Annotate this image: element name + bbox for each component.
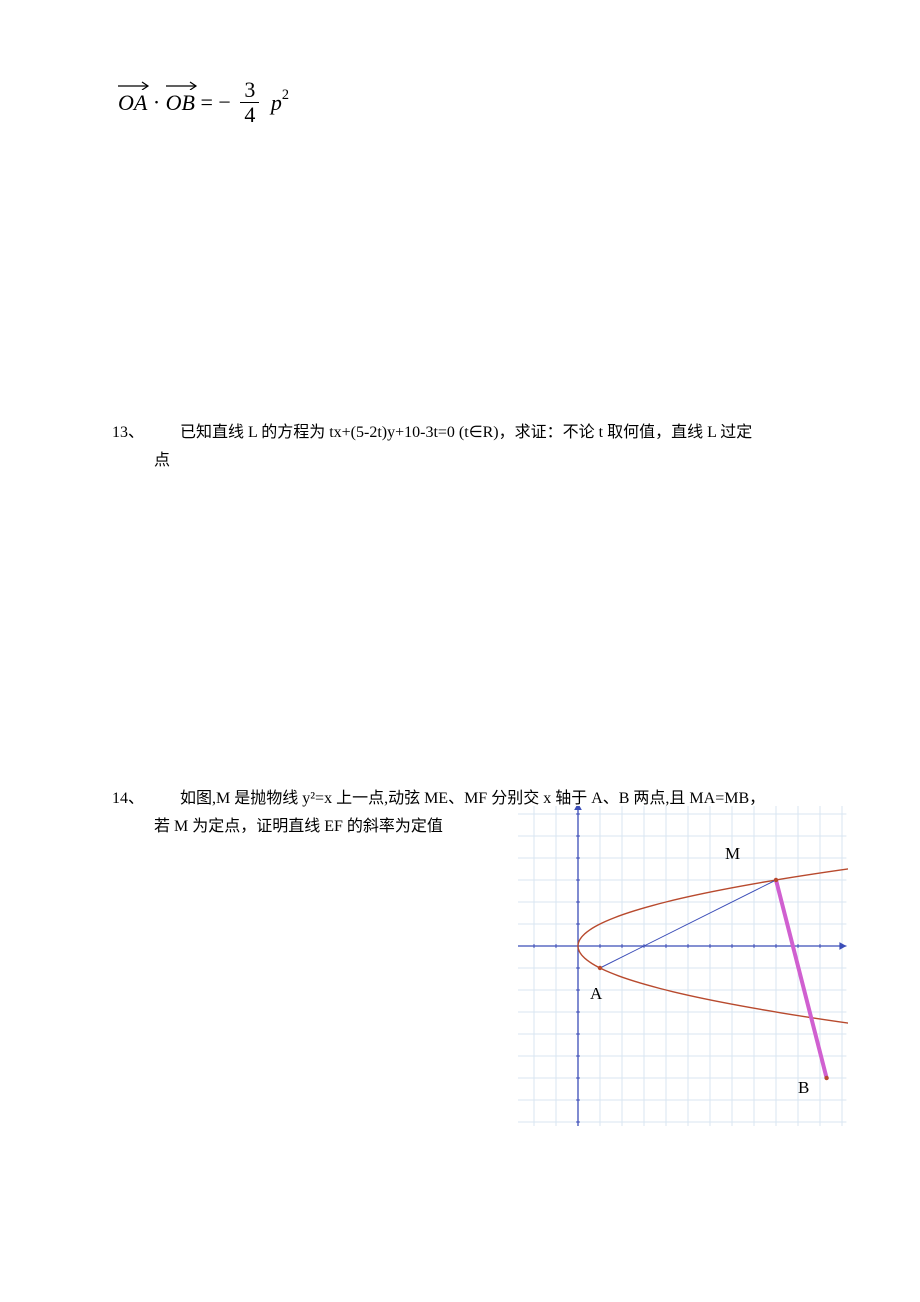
vector-arrow-icon [166, 78, 200, 90]
variable-p: p [271, 90, 282, 115]
exponent: 2 [282, 87, 289, 103]
vector-ob: OB [166, 90, 195, 116]
vector-oa-text: OA [118, 90, 147, 115]
label-a: A [590, 984, 602, 1004]
problem-number: 13、 [112, 424, 144, 441]
vector-ob-text: OB [166, 90, 195, 115]
parabola-diagram: M A B [518, 806, 848, 1126]
vector-equation: OA · OB = − 3 4 p2 [118, 80, 289, 129]
problem-13-text-line1: 已知直线 L 的方程为 tx+(5-2t)y+10-3t=0 (t∈R)，求证：… [180, 424, 752, 441]
dot-operator: · [153, 90, 160, 115]
problem-number: 14、 [112, 790, 144, 807]
fraction-denominator: 4 [240, 103, 259, 127]
problem-14-text-line1: 如图,M 是抛物线 y²=x 上一点,动弦 ME、MF 分别交 x 轴于 A、B… [180, 790, 765, 807]
problem-13-text-line2: 点 [112, 448, 812, 474]
document-page: OA · OB = − 3 4 p2 13、 已知直线 L 的方程为 tx+(5… [0, 0, 920, 1302]
label-b: B [798, 1078, 809, 1098]
vector-arrow-icon [118, 78, 152, 90]
fraction: 3 4 [240, 78, 259, 127]
minus-sign: − [218, 90, 230, 115]
problem-13: 13、 已知直线 L 的方程为 tx+(5-2t)y+10-3t=0 (t∈R)… [112, 420, 812, 473]
equals-sign: = [200, 90, 218, 115]
label-m: M [725, 844, 740, 864]
vector-oa: OA [118, 90, 147, 116]
fraction-numerator: 3 [240, 78, 259, 103]
